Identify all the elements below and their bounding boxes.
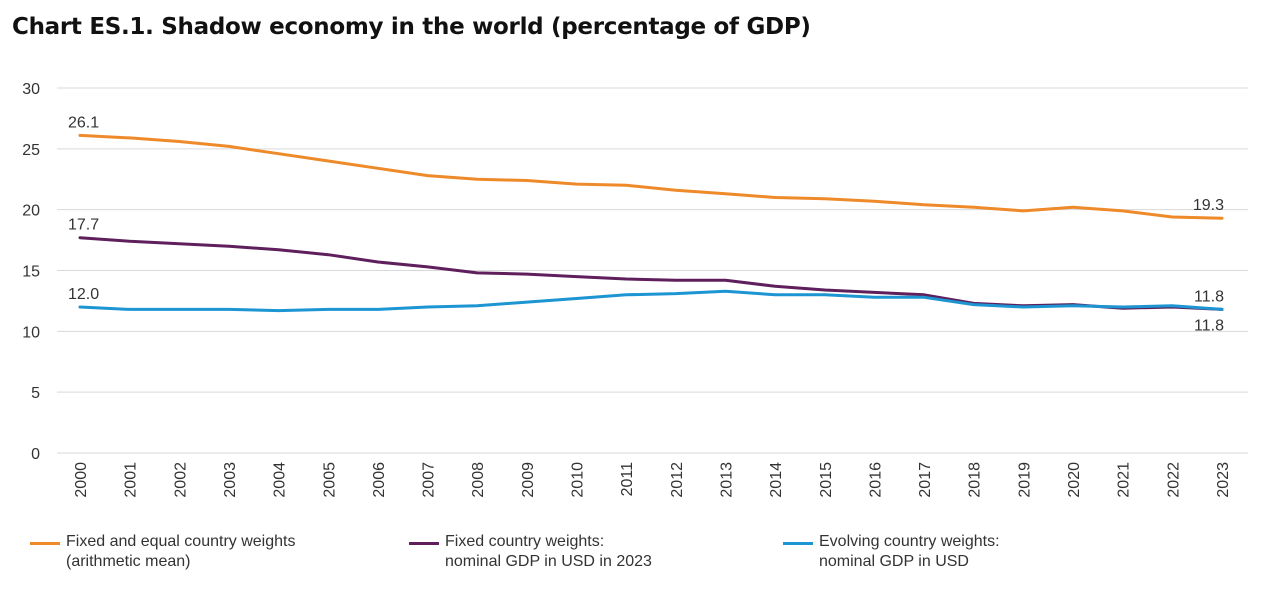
x-tick-label: 2007 [421, 462, 438, 498]
legend-item-fixed-weights: Fixed country weights: nominal GDP in US… [409, 532, 652, 572]
y-tick-label: 30 [22, 81, 40, 98]
data-label: 19.3 [1193, 197, 1224, 214]
legend-label-line1: Evolving country weights: [819, 533, 1000, 550]
x-tick-label: 2004 [272, 462, 289, 498]
x-tick-label: 2016 [867, 462, 884, 498]
x-tick-label: 2017 [917, 462, 934, 498]
x-tick-label: 2002 [172, 462, 189, 498]
data-label: 26.1 [68, 114, 99, 131]
legend-swatch-purple [409, 542, 439, 545]
legend-item-evolving-weights: Evolving country weights: nominal GDP in… [783, 532, 1000, 572]
legend-label-line1: Fixed country weights: [445, 533, 605, 550]
y-tick-label: 20 [22, 203, 40, 220]
legend-item-equal-weights: Fixed and equal country weights (arithme… [30, 532, 295, 572]
x-tick-label: 2018 [967, 462, 984, 498]
y-tick-label: 25 [22, 142, 40, 159]
data-label: 11.8 [1194, 317, 1224, 334]
x-tick-label: 2010 [570, 462, 587, 498]
x-tick-label: 2001 [123, 462, 140, 498]
legend: Fixed and equal country weights (arithme… [0, 532, 1280, 582]
x-tick-label: 2006 [371, 462, 388, 498]
x-tick-label: 2013 [718, 462, 735, 498]
x-tick-label: 2005 [321, 462, 338, 498]
x-tick-label: 2020 [1066, 462, 1083, 498]
legend-swatch-orange [30, 542, 60, 545]
y-tick-label: 10 [22, 324, 40, 341]
y-tick-label: 0 [31, 446, 40, 463]
x-tick-label: 2023 [1215, 462, 1232, 498]
y-axis: 0 5 10 15 20 25 30 [22, 81, 40, 463]
legend-label-line1: Fixed and equal country weights [66, 533, 296, 550]
series-lines [78, 133, 1224, 313]
x-tick-label: 2014 [768, 462, 785, 498]
x-axis: 2000 2001 2002 2003 2004 2005 2006 2007 2008 2009… [73, 462, 1232, 498]
x-tick-label: 2008 [470, 462, 487, 498]
x-tick-label: 2011 [619, 462, 636, 497]
x-tick-label: 2012 [669, 462, 686, 498]
data-label: 12.0 [68, 286, 99, 303]
series-line-1 [78, 236, 1224, 311]
x-tick-label: 2009 [520, 462, 537, 498]
data-labels: 26.1 19.3 17.7 11.8 12.0 11.8 [68, 114, 1224, 334]
legend-label-line2: nominal GDP in USD [819, 553, 969, 570]
series-line-2 [78, 289, 1224, 313]
x-tick-label: 2019 [1016, 462, 1033, 498]
data-label: 17.7 [68, 217, 99, 234]
legend-label-line2: nominal GDP in USD in 2023 [445, 553, 652, 570]
x-tick-label: 2015 [818, 462, 835, 498]
data-label: 11.8 [1194, 288, 1224, 305]
y-tick-label: 15 [22, 264, 40, 281]
y-tick-label: 5 [31, 385, 40, 402]
x-tick-label: 2021 [1116, 462, 1133, 498]
chart-title: Chart ES.1. Shadow economy in the world … [12, 14, 811, 40]
series-line-0 [78, 133, 1224, 220]
legend-label-line2: (arithmetic mean) [66, 553, 191, 570]
gridlines [57, 87, 1248, 454]
x-tick-label: 2000 [73, 462, 90, 498]
legend-swatch-blue [783, 542, 813, 545]
x-tick-label: 2003 [222, 462, 239, 498]
x-tick-label: 2022 [1165, 462, 1182, 498]
